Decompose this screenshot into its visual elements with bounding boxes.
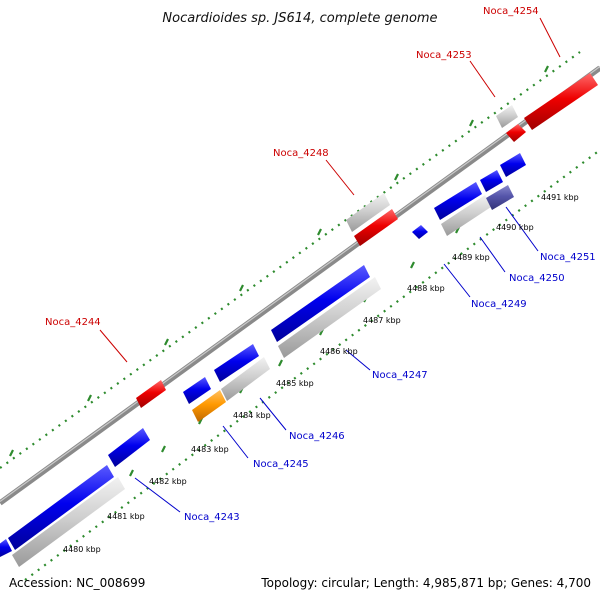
kbp-label: 4489 kbp (452, 253, 490, 262)
gene-label-noca-4245[interactable]: Noca_4245 (253, 459, 309, 470)
gene-noca-4250-b[interactable] (500, 153, 526, 177)
gene-noca-4246-grey[interactable] (221, 357, 270, 401)
gene-noca-4247-grey[interactable] (278, 277, 381, 358)
accession-text: Accession: NC_008699 (9, 576, 145, 590)
gene-noca-4253[interactable] (506, 124, 526, 142)
gene-noca-4246-a[interactable] (183, 377, 211, 404)
kbp-label: 4482 kbp (149, 477, 187, 486)
gene-label-noca-4251[interactable]: Noca_4251 (540, 252, 596, 263)
gene-label-noca-4248[interactable]: Noca_4248 (273, 148, 329, 159)
gene-label-noca-4253[interactable]: Noca_4253 (416, 50, 472, 61)
gene-label-noca-4243[interactable]: Noca_4243 (184, 512, 240, 523)
gene-noca-4243-a[interactable] (8, 465, 114, 550)
forward-leader-lines (99, 17, 561, 363)
kbp-label: 4481 kbp (107, 512, 145, 521)
gene-noca-4247[interactable] (271, 265, 370, 342)
kbp-label: 4484 kbp (233, 411, 271, 420)
kbp-label: 4488 kbp (407, 284, 445, 293)
reverse-gene-labels: Noca_4243 Noca_4245 Noca_4246 Noca_4247 … (184, 252, 596, 523)
kbp-label: 4491 kbp (541, 193, 579, 202)
map-title: Nocardioides sp. JS614, complete genome (162, 11, 437, 26)
gene-label-noca-4250[interactable]: Noca_4250 (509, 273, 565, 284)
gene-noca-4251[interactable] (486, 185, 514, 210)
gene-noca-4244[interactable] (136, 380, 166, 408)
forward-gene-labels: Noca_4244 Noca_4248 Noca_4253 Noca_4254 (45, 6, 539, 328)
outer-tick-track (0, 51, 581, 469)
gene-label-noca-4249[interactable]: Noca_4249 (471, 299, 527, 310)
gene-label-noca-4246[interactable]: Noca_4246 (289, 431, 345, 442)
kbp-label: 4485 kbp (276, 379, 314, 388)
gene-noca-4243-b[interactable] (108, 428, 150, 467)
topology-text: Topology: circular; Length: 4,985,871 bp… (260, 576, 591, 590)
kbp-label: 4490 kbp (496, 223, 534, 232)
gene-noca-4250-a[interactable] (480, 170, 503, 192)
gene-noca-4250-grey[interactable] (441, 195, 491, 236)
kbp-label: 4486 kbp (320, 347, 358, 356)
kbp-label: 4483 kbp (191, 445, 229, 454)
genome-backbone (0, 65, 600, 506)
gene-noca-4253-grey[interactable] (496, 105, 518, 128)
gene-noca-4249-small[interactable] (412, 225, 428, 239)
kbp-tick-labels: 4480 kbp 4481 kbp 4482 kbp 4483 kbp 4484… (63, 193, 579, 554)
gene-label-noca-4244[interactable]: Noca_4244 (45, 317, 101, 328)
gene-noca-4254[interactable] (524, 73, 598, 130)
kbp-label: 4487 kbp (363, 316, 401, 325)
gene-left-edge[interactable] (0, 539, 12, 557)
gene-label-noca-4254[interactable]: Noca_4254 (483, 6, 539, 17)
kbp-label: 4480 kbp (63, 545, 101, 554)
gene-noca-4248-grey[interactable] (346, 193, 390, 232)
gene-noca-4243-grey[interactable] (12, 477, 125, 567)
gene-label-noca-4247[interactable]: Noca_4247 (372, 370, 428, 381)
gene-noca-4249[interactable] (434, 182, 482, 220)
gene-noca-4245[interactable] (192, 390, 226, 422)
genome-backbone-highlight (0, 66, 600, 502)
gene-noca-4248[interactable] (354, 209, 398, 246)
reverse-leader-lines (134, 206, 539, 513)
gene-noca-4246-b[interactable] (214, 344, 259, 382)
